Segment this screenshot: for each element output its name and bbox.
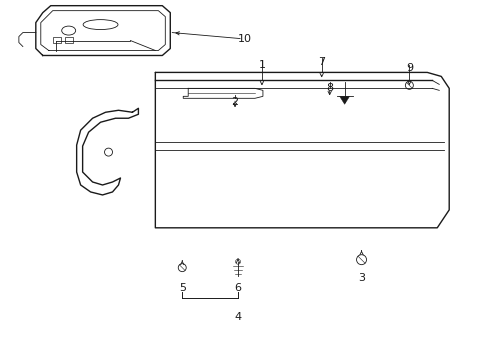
Text: 8: 8 (325, 84, 332, 93)
Text: 6: 6 (234, 283, 241, 293)
Text: 1: 1 (258, 60, 265, 71)
Text: 7: 7 (318, 58, 325, 67)
Bar (53, 37, 61, 42)
Text: 4: 4 (234, 312, 241, 323)
Text: 10: 10 (238, 33, 251, 44)
Text: 3: 3 (357, 273, 365, 283)
Ellipse shape (61, 26, 76, 35)
Text: 2: 2 (231, 97, 238, 107)
Bar (64, 37, 73, 42)
Polygon shape (339, 96, 349, 104)
Ellipse shape (83, 20, 118, 30)
Text: 5: 5 (179, 283, 185, 293)
Text: 9: 9 (405, 63, 412, 73)
